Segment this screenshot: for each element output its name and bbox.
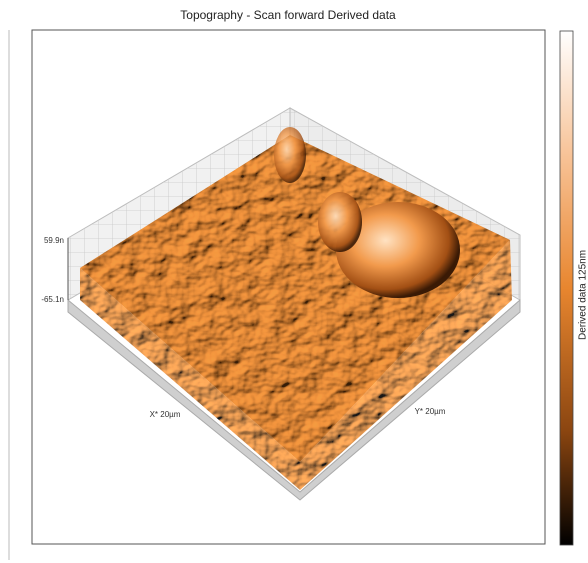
y-axis-label: Y* 20µm bbox=[415, 407, 446, 416]
colorbar-label: Derived data 125nm bbox=[578, 250, 588, 340]
x-axis-label: X* 20µm bbox=[150, 410, 181, 419]
z-min-label: -65.1n bbox=[41, 295, 64, 304]
surface-dome bbox=[336, 202, 460, 298]
surface-ridge bbox=[318, 192, 362, 252]
surface-front-left bbox=[80, 268, 300, 490]
surface-front-right bbox=[300, 240, 512, 490]
window-title: Topography - Scan forward Derived data bbox=[180, 8, 396, 22]
colorbar bbox=[559, 30, 574, 546]
z-max-label: 59.9n bbox=[44, 236, 64, 245]
surface-peak bbox=[274, 127, 306, 183]
base-edge bbox=[67, 298, 521, 501]
